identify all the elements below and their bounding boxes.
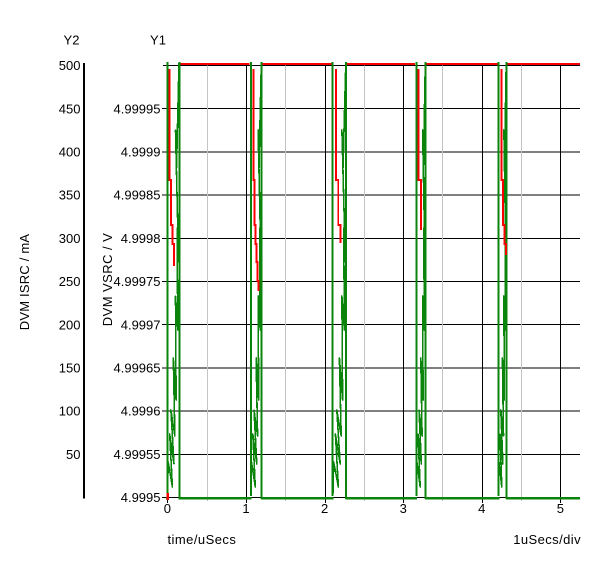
- svg-text:DVM VSRC / V: DVM VSRC / V: [100, 233, 115, 327]
- svg-text:DVM ISRC / mA: DVM ISRC / mA: [17, 234, 32, 331]
- svg-text:1: 1: [242, 501, 249, 516]
- svg-text:4.99995: 4.99995: [114, 101, 161, 116]
- svg-text:350: 350: [59, 188, 81, 203]
- svg-text:300: 300: [59, 231, 81, 246]
- svg-text:500: 500: [59, 58, 81, 73]
- svg-text:250: 250: [59, 274, 81, 289]
- svg-text:0: 0: [164, 501, 171, 516]
- svg-text:4.99965: 4.99965: [114, 361, 161, 376]
- svg-text:400: 400: [59, 145, 81, 160]
- svg-text:4.9995: 4.9995: [121, 490, 161, 505]
- svg-text:Y1: Y1: [150, 33, 166, 48]
- svg-text:1uSecs/div: 1uSecs/div: [513, 532, 581, 547]
- svg-text:2: 2: [321, 501, 328, 516]
- svg-text:4: 4: [478, 501, 485, 516]
- svg-text:4.99955: 4.99955: [114, 447, 161, 462]
- svg-text:3: 3: [400, 501, 407, 516]
- svg-text:5: 5: [557, 501, 564, 516]
- svg-text:200: 200: [59, 317, 81, 332]
- svg-text:50: 50: [66, 447, 80, 462]
- svg-text:4.9998: 4.9998: [121, 231, 161, 246]
- svg-text:4.9999: 4.9999: [121, 145, 161, 160]
- svg-text:4.99975: 4.99975: [114, 274, 161, 289]
- svg-text:150: 150: [59, 361, 81, 376]
- svg-text:450: 450: [59, 101, 81, 116]
- svg-text:time/uSecs: time/uSecs: [168, 532, 237, 547]
- svg-text:4.99985: 4.99985: [114, 188, 161, 203]
- svg-text:4.9997: 4.9997: [121, 317, 161, 332]
- svg-text:Y2: Y2: [64, 33, 80, 48]
- svg-text:100: 100: [59, 404, 81, 419]
- svg-text:4.9996: 4.9996: [121, 404, 161, 419]
